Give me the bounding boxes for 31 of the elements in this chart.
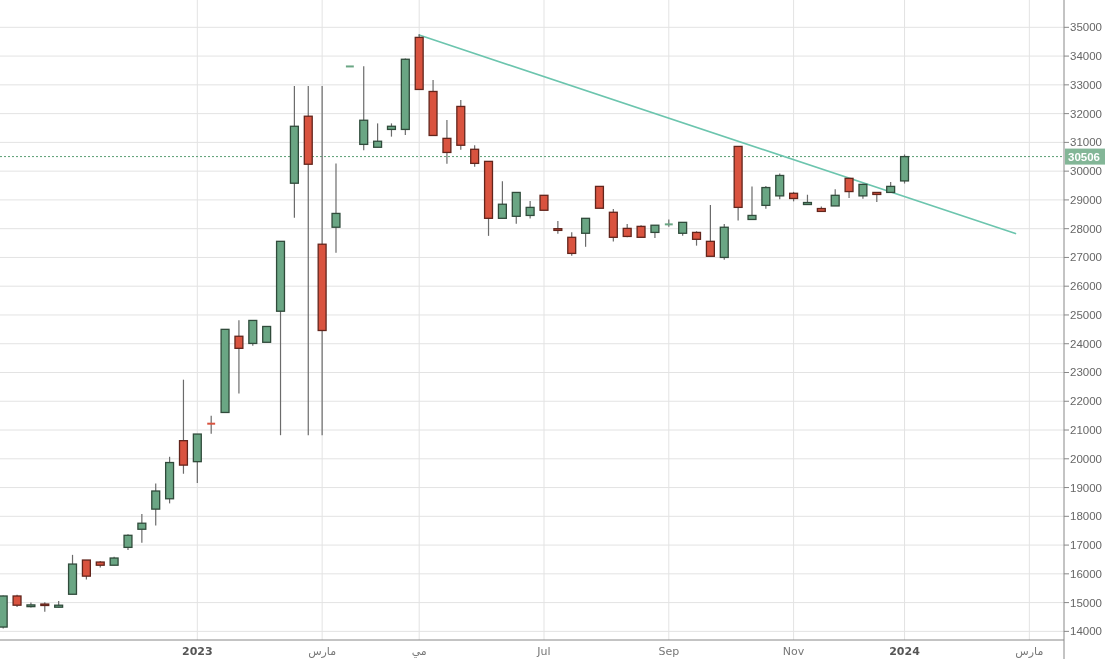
y-tick-label: 14000 xyxy=(1070,625,1102,638)
y-tick-label: 17000 xyxy=(1070,539,1102,552)
y-tick-label: 31000 xyxy=(1070,136,1102,149)
x-tick-label: Jul xyxy=(536,645,551,658)
y-tick-label: 18000 xyxy=(1070,510,1102,523)
y-tick-label: 26000 xyxy=(1070,280,1102,293)
y-tick-label: 15000 xyxy=(1070,596,1102,609)
x-tick-label: Sep xyxy=(658,645,680,658)
y-tick-label: 24000 xyxy=(1070,337,1102,350)
y-tick-label: 34000 xyxy=(1070,50,1102,63)
y-tick-label: 32000 xyxy=(1070,107,1102,120)
x-tick-label: مارس xyxy=(308,645,337,658)
x-tick-label: 2023 xyxy=(182,645,213,658)
y-tick-label: 29000 xyxy=(1070,193,1102,206)
y-tick-label: 20000 xyxy=(1070,452,1102,465)
y-tick-label: 27000 xyxy=(1070,251,1102,264)
y-tick-label: 23000 xyxy=(1070,366,1102,379)
y-tick-label: 33000 xyxy=(1070,78,1102,91)
y-tick-label: 19000 xyxy=(1070,481,1102,494)
y-tick-label: 16000 xyxy=(1070,567,1102,580)
y-tick-label: 21000 xyxy=(1070,424,1102,437)
y-tick-label: 25000 xyxy=(1070,308,1102,321)
x-tick-label: مارس xyxy=(1015,645,1044,658)
y-tick-label: 30000 xyxy=(1070,165,1102,178)
x-tick-label: 2024 xyxy=(889,645,921,658)
ref-line-label: 30506 xyxy=(1068,151,1100,164)
x-tick-label: Nov xyxy=(782,645,805,658)
x-tick-label: مي xyxy=(411,645,427,658)
y-tick-label: 35000 xyxy=(1070,21,1102,34)
y-tick-label: 22000 xyxy=(1070,395,1102,408)
y-tick-label: 28000 xyxy=(1070,222,1102,235)
